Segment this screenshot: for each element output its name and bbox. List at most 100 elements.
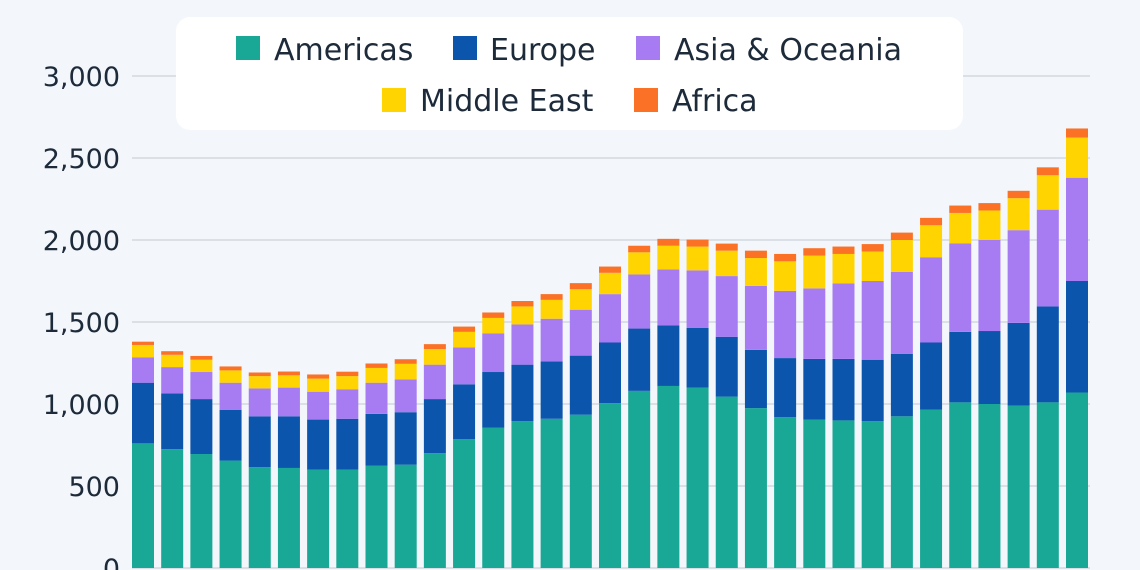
bar-segment-africa (628, 245, 651, 253)
bar-segment-africa (978, 203, 1001, 211)
bar-segment-europe (511, 364, 534, 422)
bar-segment-asia-oceania (599, 294, 621, 343)
bar-segment-americas (482, 427, 505, 568)
bar-segment-asia-oceania (803, 288, 826, 359)
bar-segment-africa (277, 371, 300, 376)
bar-segment-africa (657, 238, 680, 246)
bar-segment-middle-east (394, 363, 417, 380)
bar-segment-americas (744, 408, 767, 568)
bar-segment-europe (219, 409, 242, 461)
bar-segment-asia-oceania (423, 364, 446, 400)
bar-segment-americas (861, 421, 884, 568)
bar-segment-americas (949, 402, 972, 568)
bar-segment-asia-oceania (161, 367, 184, 394)
bar-segment-americas (1036, 402, 1059, 568)
bar-segment-middle-east (1066, 137, 1088, 178)
bar-segment-americas (832, 420, 855, 568)
bar-segment-africa (394, 359, 417, 364)
bar-segment-asia-oceania (482, 333, 505, 373)
bar-segment-asia-oceania (657, 269, 680, 326)
bar-segment-europe (920, 342, 943, 410)
bar-segment-middle-east (453, 331, 476, 348)
legend-swatch (634, 88, 658, 112)
bar-segment-europe (394, 412, 417, 465)
bar-segment-middle-east (803, 255, 826, 289)
bar-segment-europe (132, 382, 154, 444)
legend-swatch (636, 36, 660, 60)
legend-background (176, 17, 963, 130)
bar-segment-africa (1036, 167, 1059, 176)
bar-segment-middle-east (540, 299, 563, 319)
bar-segment-europe (744, 349, 767, 409)
legend-label: Middle East (420, 84, 594, 119)
bar-segment-asia-oceania (569, 309, 592, 356)
bar-segment-africa (1007, 190, 1030, 199)
bar-segment-americas (219, 460, 242, 568)
bar-segment-asia-oceania (628, 274, 651, 329)
bar-segment-europe (248, 416, 271, 468)
bar-segment-europe (599, 342, 621, 404)
bar-segment-middle-east (978, 210, 1001, 240)
bar-segment-americas (511, 421, 534, 568)
bar-segment-africa (686, 239, 709, 247)
bar-segment-africa (890, 232, 913, 240)
bar-segment-middle-east (511, 306, 534, 325)
bar-segment-europe (482, 372, 505, 428)
bar-segment-middle-east (307, 378, 330, 392)
bar-segment-europe (277, 416, 300, 468)
bar-segment-asia-oceania (715, 276, 738, 337)
legend-label: Africa (672, 84, 758, 119)
bar-segment-asia-oceania (453, 347, 476, 385)
bar-segment-africa (511, 301, 534, 307)
bar-segment-europe (365, 413, 388, 466)
bar-segment-africa (832, 246, 855, 254)
bar-segment-middle-east (920, 225, 943, 258)
bar-segment-americas (1007, 405, 1030, 568)
bar-segment-europe (803, 358, 826, 420)
bar-segment-asia-oceania (336, 389, 359, 419)
bar-segment-americas (803, 419, 826, 568)
legend-label: Americas (274, 33, 413, 68)
bar-segment-middle-east (657, 245, 680, 270)
bar-segment-europe (861, 359, 884, 422)
bar-segment-asia-oceania (744, 285, 767, 350)
y-tick-label: 2,500 (43, 144, 120, 175)
bar-segment-africa (1066, 128, 1088, 138)
bar-segment-americas (978, 404, 1001, 568)
bar-segment-asia-oceania (394, 379, 417, 413)
bar-segment-africa (744, 250, 767, 259)
bar-segment-americas (394, 464, 417, 568)
bar-segment-asia-oceania (132, 357, 154, 383)
bar-segment-americas (277, 467, 300, 568)
bar-segment-americas (423, 453, 446, 568)
bar-segment-americas (774, 417, 797, 568)
bar-segment-asia-oceania (248, 388, 271, 417)
bar-segment-europe (1007, 322, 1030, 406)
bar-segment-middle-east (482, 317, 505, 334)
bar-segment-asia-oceania (949, 243, 972, 332)
y-tick-label: 1,500 (43, 308, 120, 339)
bar-segment-africa (307, 374, 330, 379)
bar-segment-americas (1066, 392, 1088, 568)
y-tick-label: 500 (68, 472, 120, 503)
bar-segment-africa (569, 283, 592, 290)
bar-segment-asia-oceania (190, 372, 213, 400)
y-tick-label: 1,000 (43, 390, 120, 421)
y-tick-label: 0 (103, 554, 120, 570)
bar-segment-americas (599, 403, 621, 568)
bar-segment-africa (803, 248, 826, 256)
bar-segment-middle-east (569, 289, 592, 310)
bar-segment-americas (307, 469, 330, 568)
bar-segment-middle-east (132, 344, 154, 358)
bar-segment-middle-east (1007, 198, 1030, 231)
bar-segment-africa (365, 363, 388, 368)
bar-segment-europe (161, 393, 184, 450)
bar-segment-middle-east (686, 246, 709, 271)
legend-swatch (382, 88, 406, 112)
bar-segment-americas (890, 416, 913, 568)
bar-segment-asia-oceania (890, 271, 913, 354)
bar-segment-europe (949, 331, 972, 403)
bar-segment-africa (949, 205, 972, 213)
bar-segment-middle-east (161, 354, 184, 368)
